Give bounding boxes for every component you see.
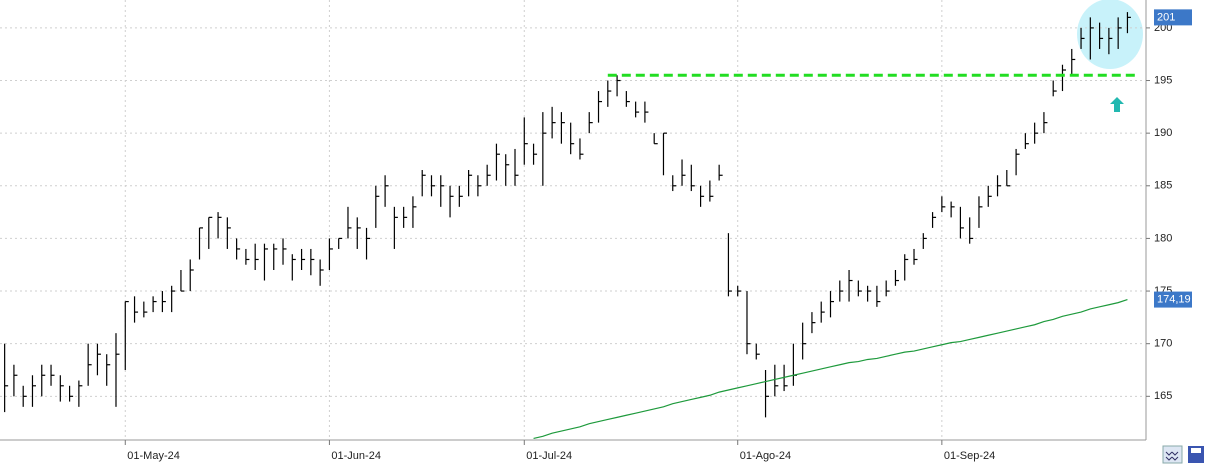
up-arrow (1110, 97, 1124, 112)
x-tick-label: 01-May-24 (127, 450, 180, 462)
highlight-ellipse (1077, 0, 1143, 69)
moving-average (533, 299, 1128, 440)
x-tick-label: 01-Jun-24 (331, 450, 381, 462)
y-tick-label: 165 (1154, 390, 1172, 402)
value-tag-label: 201 (1157, 11, 1175, 23)
y-tick-label: 195 (1154, 74, 1172, 86)
value-tag (1154, 291, 1192, 308)
scale-button[interactable] (1162, 445, 1183, 464)
save-icon (1191, 448, 1201, 453)
value-tag-label: 174,19 (1157, 293, 1191, 305)
x-tick-label: 01-Ago-24 (740, 450, 791, 462)
y-tick-label: 185 (1154, 180, 1172, 192)
y-tick-label: 170 (1154, 338, 1172, 350)
y-tick-label: 180 (1154, 232, 1172, 244)
y-tick-label: 190 (1154, 127, 1172, 139)
x-tick-label: 01-Sep-24 (944, 450, 995, 462)
x-tick-label: 01-Jul-24 (526, 450, 572, 462)
value-tag (1154, 9, 1192, 26)
scale-icon (1165, 451, 1179, 461)
